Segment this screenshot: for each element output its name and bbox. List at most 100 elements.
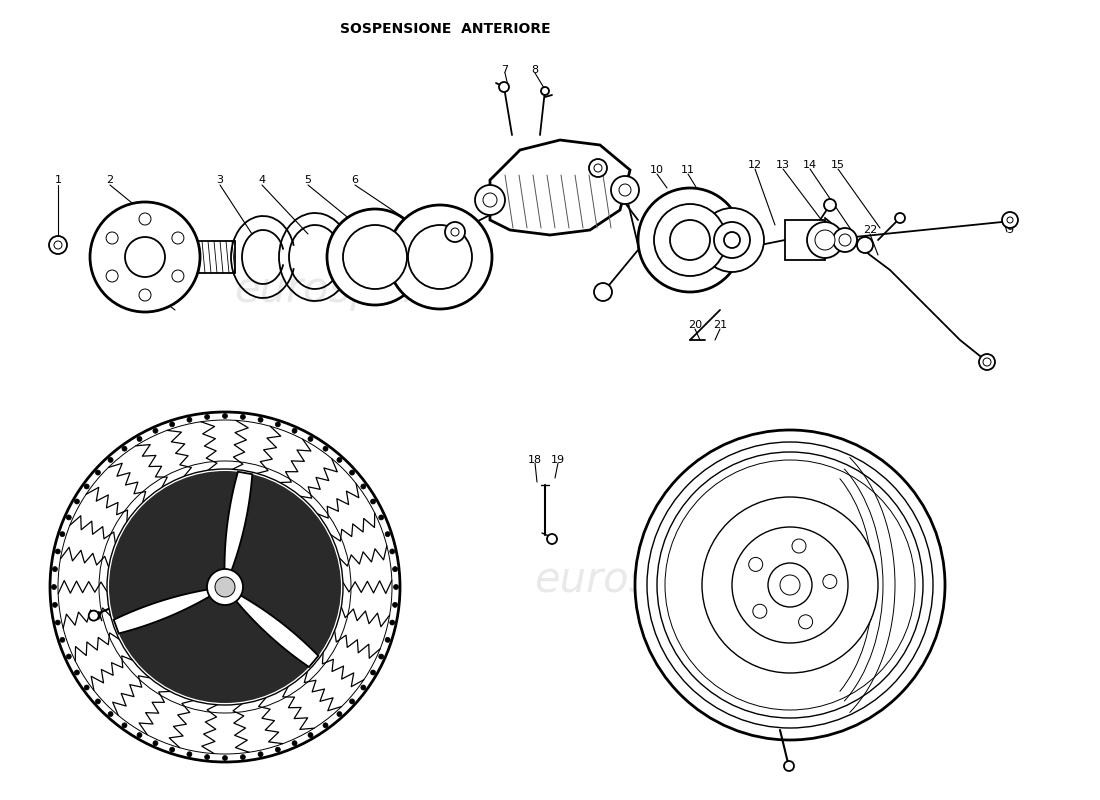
- Circle shape: [293, 428, 297, 434]
- Circle shape: [172, 232, 184, 244]
- Circle shape: [139, 213, 151, 225]
- Circle shape: [187, 418, 191, 422]
- Text: eurospares: eurospares: [534, 559, 767, 601]
- Text: 22: 22: [862, 225, 877, 235]
- Text: 4: 4: [258, 175, 265, 185]
- Text: 12: 12: [748, 160, 762, 170]
- Circle shape: [323, 723, 328, 728]
- Text: 19: 19: [551, 455, 565, 465]
- Text: 16: 16: [111, 285, 125, 295]
- Circle shape: [799, 615, 813, 629]
- Circle shape: [207, 569, 243, 605]
- Circle shape: [75, 499, 79, 504]
- Circle shape: [53, 602, 57, 607]
- Circle shape: [839, 234, 851, 246]
- Circle shape: [106, 232, 118, 244]
- Circle shape: [153, 741, 158, 746]
- Circle shape: [1006, 217, 1013, 223]
- Circle shape: [378, 515, 384, 520]
- Circle shape: [125, 237, 165, 277]
- Circle shape: [109, 471, 341, 703]
- Circle shape: [594, 164, 602, 172]
- Text: 2: 2: [107, 175, 113, 185]
- Circle shape: [385, 532, 390, 537]
- Circle shape: [378, 654, 384, 659]
- Circle shape: [824, 199, 836, 211]
- Circle shape: [90, 202, 200, 312]
- Circle shape: [780, 575, 800, 595]
- Circle shape: [610, 176, 639, 204]
- Circle shape: [343, 225, 407, 289]
- Circle shape: [75, 670, 79, 675]
- Circle shape: [857, 237, 873, 253]
- Circle shape: [654, 204, 726, 276]
- Circle shape: [619, 184, 631, 196]
- Circle shape: [714, 222, 750, 258]
- Circle shape: [337, 458, 342, 462]
- Circle shape: [108, 711, 113, 717]
- Circle shape: [293, 741, 297, 746]
- Text: 13: 13: [776, 160, 790, 170]
- Circle shape: [258, 752, 263, 757]
- Circle shape: [635, 430, 945, 740]
- Text: 20: 20: [688, 320, 702, 330]
- Polygon shape: [113, 589, 214, 634]
- Circle shape: [638, 188, 743, 292]
- Circle shape: [107, 469, 343, 705]
- Circle shape: [214, 577, 235, 597]
- Circle shape: [1002, 212, 1018, 228]
- Circle shape: [823, 574, 837, 589]
- Circle shape: [96, 699, 100, 704]
- Circle shape: [385, 638, 390, 642]
- Circle shape: [205, 754, 210, 759]
- Text: 5: 5: [305, 175, 311, 185]
- Text: 1: 1: [55, 175, 62, 185]
- Circle shape: [792, 539, 806, 553]
- Circle shape: [153, 428, 158, 434]
- Circle shape: [106, 270, 118, 282]
- Text: 15: 15: [830, 160, 845, 170]
- Circle shape: [66, 515, 72, 520]
- Circle shape: [327, 209, 424, 305]
- Circle shape: [54, 241, 62, 249]
- Circle shape: [446, 222, 465, 242]
- Text: 17: 17: [141, 285, 155, 295]
- Circle shape: [371, 670, 375, 675]
- Circle shape: [807, 222, 843, 258]
- Circle shape: [50, 236, 67, 254]
- Circle shape: [389, 549, 395, 554]
- Circle shape: [361, 685, 366, 690]
- Circle shape: [308, 437, 314, 442]
- Circle shape: [50, 412, 400, 762]
- Polygon shape: [232, 593, 318, 667]
- Circle shape: [85, 685, 89, 690]
- Circle shape: [108, 458, 113, 462]
- Text: 11: 11: [681, 165, 695, 175]
- Text: 8: 8: [531, 65, 539, 75]
- Circle shape: [138, 437, 142, 442]
- Circle shape: [122, 446, 127, 451]
- Circle shape: [768, 563, 812, 607]
- Text: 9: 9: [1006, 225, 1013, 235]
- Circle shape: [169, 747, 175, 752]
- Circle shape: [205, 414, 210, 419]
- Circle shape: [702, 497, 878, 673]
- Text: SOSPENSIONE  ANTERIORE: SOSPENSIONE ANTERIORE: [340, 22, 550, 36]
- Circle shape: [172, 270, 184, 282]
- Circle shape: [475, 185, 505, 215]
- Circle shape: [275, 422, 280, 427]
- Circle shape: [594, 283, 612, 301]
- Circle shape: [749, 558, 762, 571]
- Circle shape: [700, 208, 764, 272]
- Circle shape: [499, 82, 509, 92]
- Circle shape: [187, 752, 191, 757]
- Circle shape: [258, 418, 263, 422]
- Circle shape: [323, 446, 328, 451]
- Circle shape: [275, 747, 280, 752]
- Circle shape: [670, 220, 710, 260]
- Circle shape: [408, 225, 472, 289]
- Text: 21: 21: [713, 320, 727, 330]
- Circle shape: [222, 755, 228, 761]
- Circle shape: [52, 585, 56, 590]
- Circle shape: [241, 414, 245, 419]
